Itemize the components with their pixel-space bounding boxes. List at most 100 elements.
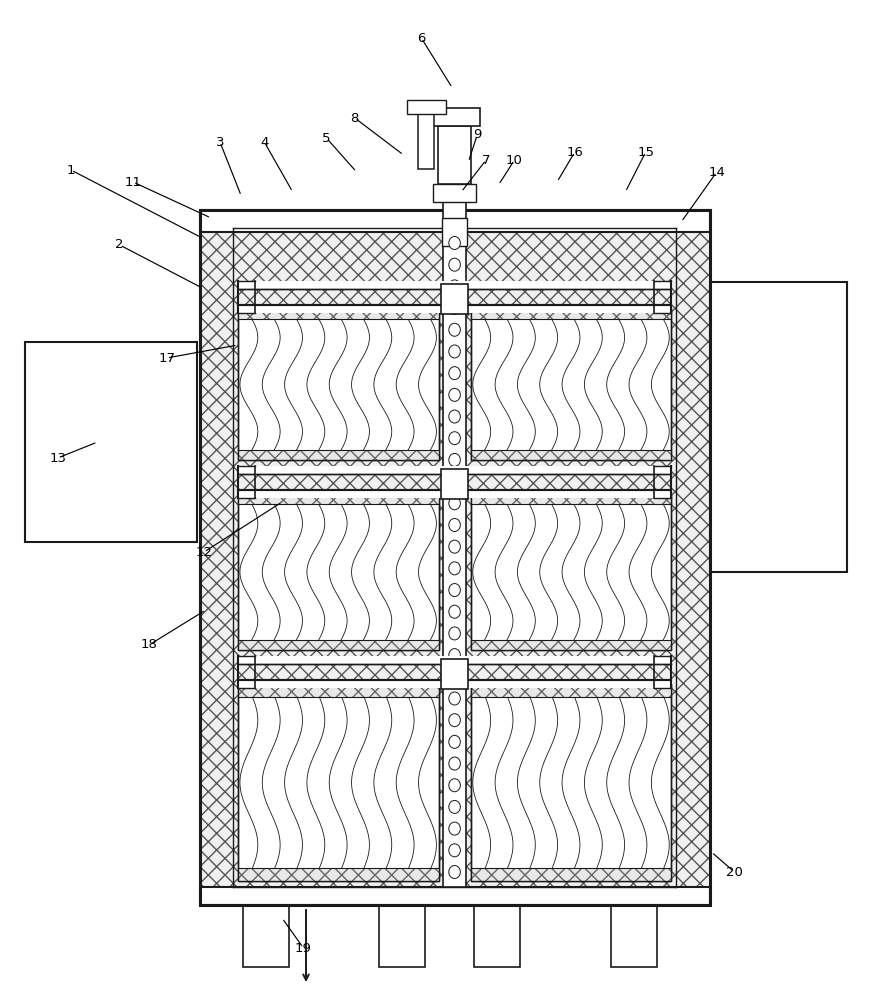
Bar	[470, 684, 671, 881]
Circle shape	[448, 562, 460, 575]
Text: 11: 11	[124, 176, 142, 188]
Bar	[441, 284, 468, 314]
Circle shape	[448, 388, 460, 401]
Circle shape	[448, 714, 460, 727]
Circle shape	[448, 627, 460, 640]
Text: 4: 4	[260, 135, 268, 148]
Bar	[237, 664, 671, 680]
Bar	[470, 494, 671, 504]
Bar	[709, 282, 846, 572]
Circle shape	[448, 432, 460, 445]
Bar	[470, 309, 671, 319]
Circle shape	[448, 605, 460, 618]
Bar	[470, 450, 671, 460]
Text: 3: 3	[215, 135, 224, 148]
Circle shape	[448, 497, 460, 510]
Bar	[237, 309, 438, 460]
Circle shape	[448, 345, 460, 358]
Bar	[243, 905, 289, 967]
Circle shape	[448, 800, 460, 813]
Text: 17: 17	[158, 352, 175, 364]
Bar	[441, 659, 468, 689]
Bar	[441, 218, 466, 246]
Bar	[470, 640, 671, 650]
Bar	[237, 684, 438, 881]
Circle shape	[448, 779, 460, 792]
Text: 14: 14	[707, 165, 725, 178]
Bar	[438, 126, 471, 184]
Circle shape	[448, 584, 460, 597]
Circle shape	[448, 844, 460, 857]
Circle shape	[448, 367, 460, 380]
Circle shape	[448, 410, 460, 423]
Bar	[237, 281, 671, 313]
Text: 16: 16	[565, 145, 583, 158]
Bar	[443, 112, 466, 232]
Bar	[418, 114, 434, 169]
Circle shape	[448, 236, 460, 249]
Circle shape	[448, 692, 460, 705]
Bar	[199, 210, 709, 905]
Bar	[237, 289, 671, 305]
Bar	[237, 494, 438, 650]
Bar	[237, 494, 438, 650]
Bar	[25, 342, 197, 542]
Bar	[470, 309, 671, 460]
Bar	[237, 309, 438, 460]
Bar	[443, 112, 466, 887]
Bar	[470, 868, 671, 881]
Bar	[237, 684, 438, 697]
Bar	[237, 684, 438, 881]
Bar	[610, 905, 657, 967]
Bar	[470, 684, 671, 697]
Bar	[237, 494, 438, 504]
Bar	[199, 210, 709, 232]
Text: 9: 9	[472, 128, 481, 141]
Bar	[237, 868, 438, 881]
Bar	[473, 905, 519, 967]
Text: 18: 18	[140, 639, 158, 652]
Circle shape	[448, 822, 460, 835]
Bar	[378, 905, 424, 967]
Bar	[237, 494, 438, 650]
Bar	[470, 494, 671, 650]
Circle shape	[448, 649, 460, 662]
Text: 20: 20	[725, 865, 742, 879]
Circle shape	[448, 323, 460, 336]
Bar	[441, 469, 468, 499]
Bar	[237, 656, 671, 688]
Circle shape	[448, 757, 460, 770]
Circle shape	[448, 302, 460, 315]
Text: 6: 6	[416, 31, 425, 44]
Bar	[470, 684, 671, 881]
Bar	[237, 450, 438, 460]
Bar	[199, 887, 709, 905]
Bar	[237, 309, 438, 319]
Text: 8: 8	[350, 111, 359, 124]
Circle shape	[448, 735, 460, 748]
Bar	[429, 108, 480, 126]
Text: 10: 10	[505, 153, 523, 166]
Bar	[470, 309, 671, 460]
Circle shape	[448, 453, 460, 466]
Bar	[237, 309, 438, 460]
Text: 15: 15	[636, 145, 654, 158]
Circle shape	[448, 475, 460, 488]
Bar	[470, 494, 671, 650]
Bar	[470, 309, 671, 460]
Text: 7: 7	[481, 153, 490, 166]
Bar	[237, 466, 671, 498]
Circle shape	[448, 280, 460, 293]
Bar	[470, 494, 671, 650]
Bar	[199, 210, 709, 905]
Text: 19: 19	[294, 942, 312, 954]
Circle shape	[448, 865, 460, 879]
Bar	[406, 100, 445, 114]
Text: 13: 13	[49, 452, 66, 464]
Circle shape	[448, 540, 460, 553]
Text: 12: 12	[195, 546, 213, 558]
Bar	[237, 640, 438, 650]
Circle shape	[448, 518, 460, 531]
Circle shape	[448, 670, 460, 683]
Bar	[432, 184, 475, 202]
